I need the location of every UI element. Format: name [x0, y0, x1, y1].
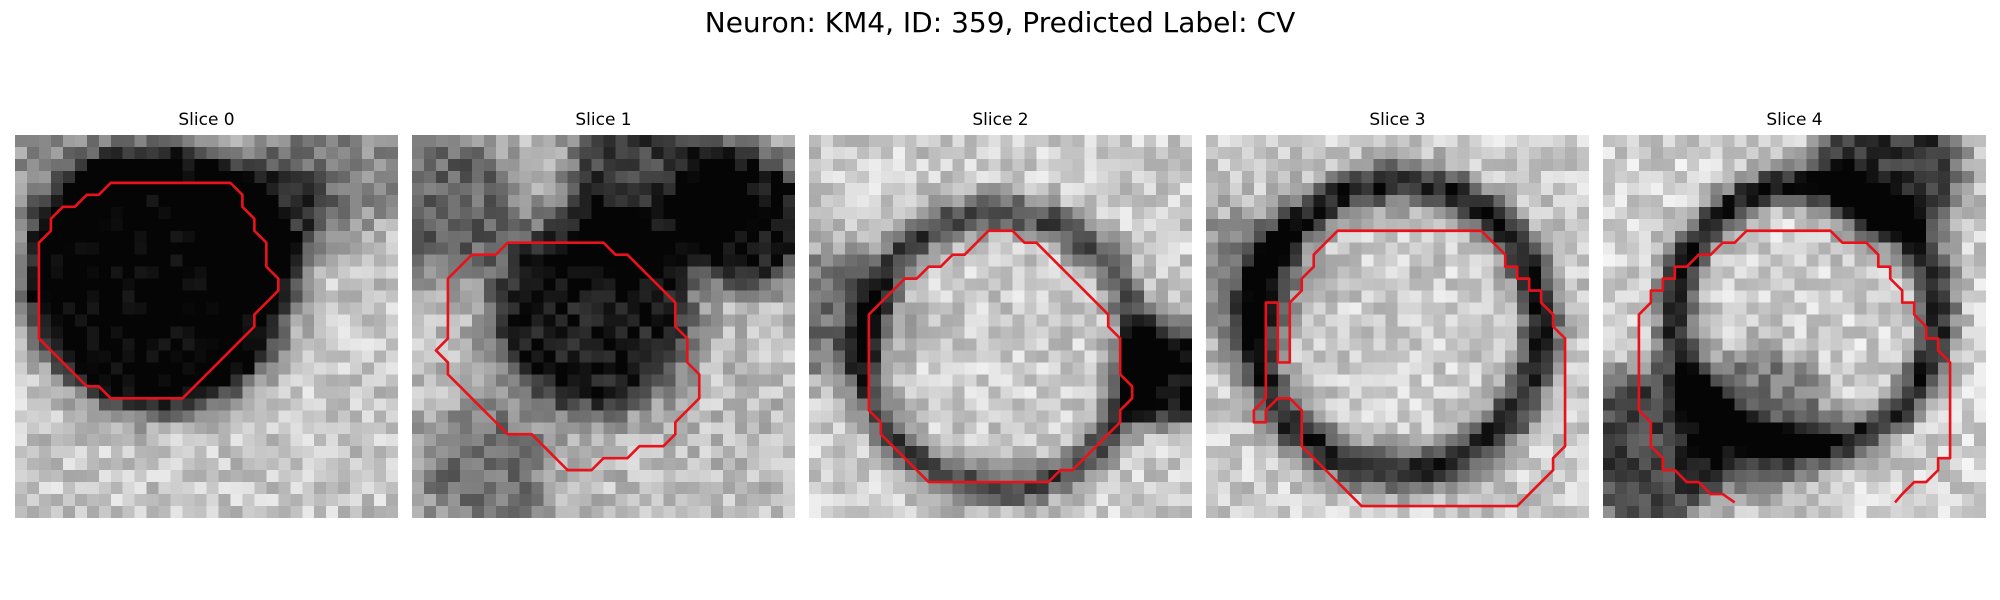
- slice-panel-4: Slice 4: [1603, 109, 1986, 518]
- slice-image-4: [1603, 135, 1986, 518]
- segmentation-contour: [1252, 229, 1567, 508]
- slice-image-1: [412, 135, 795, 518]
- slice-panel-3: Slice 3: [1206, 109, 1589, 518]
- figure-title: Neuron: KM4, ID: 359, Predicted Label: C…: [704, 6, 1296, 39]
- slice-image-2: [809, 135, 1192, 518]
- slice-title: Slice 0: [178, 110, 235, 130]
- slice-title: Slice 3: [1369, 110, 1426, 130]
- slice-panel-0: Slice 0: [15, 109, 398, 518]
- micrograph-pixels: [1206, 135, 1589, 518]
- segmentation-contour: [867, 229, 1134, 484]
- slice-title: Slice 4: [1766, 110, 1823, 130]
- micrograph-pixels: [412, 135, 795, 518]
- slice-image-3: [1206, 135, 1589, 518]
- slice-title: Slice 2: [972, 110, 1029, 130]
- segmentation-contour: [37, 181, 280, 400]
- slice-image-0: [15, 135, 398, 518]
- micrograph-pixels: [1603, 135, 1986, 518]
- segmentation-contour: [434, 241, 701, 472]
- micrograph-pixels: [809, 135, 1192, 518]
- slice-title: Slice 1: [575, 110, 632, 130]
- slice-panel-2: Slice 2: [809, 109, 1192, 518]
- slice-panel-1: Slice 1: [412, 109, 795, 518]
- micrograph-pixels: [15, 135, 398, 518]
- segmentation-contour: [1637, 229, 1952, 504]
